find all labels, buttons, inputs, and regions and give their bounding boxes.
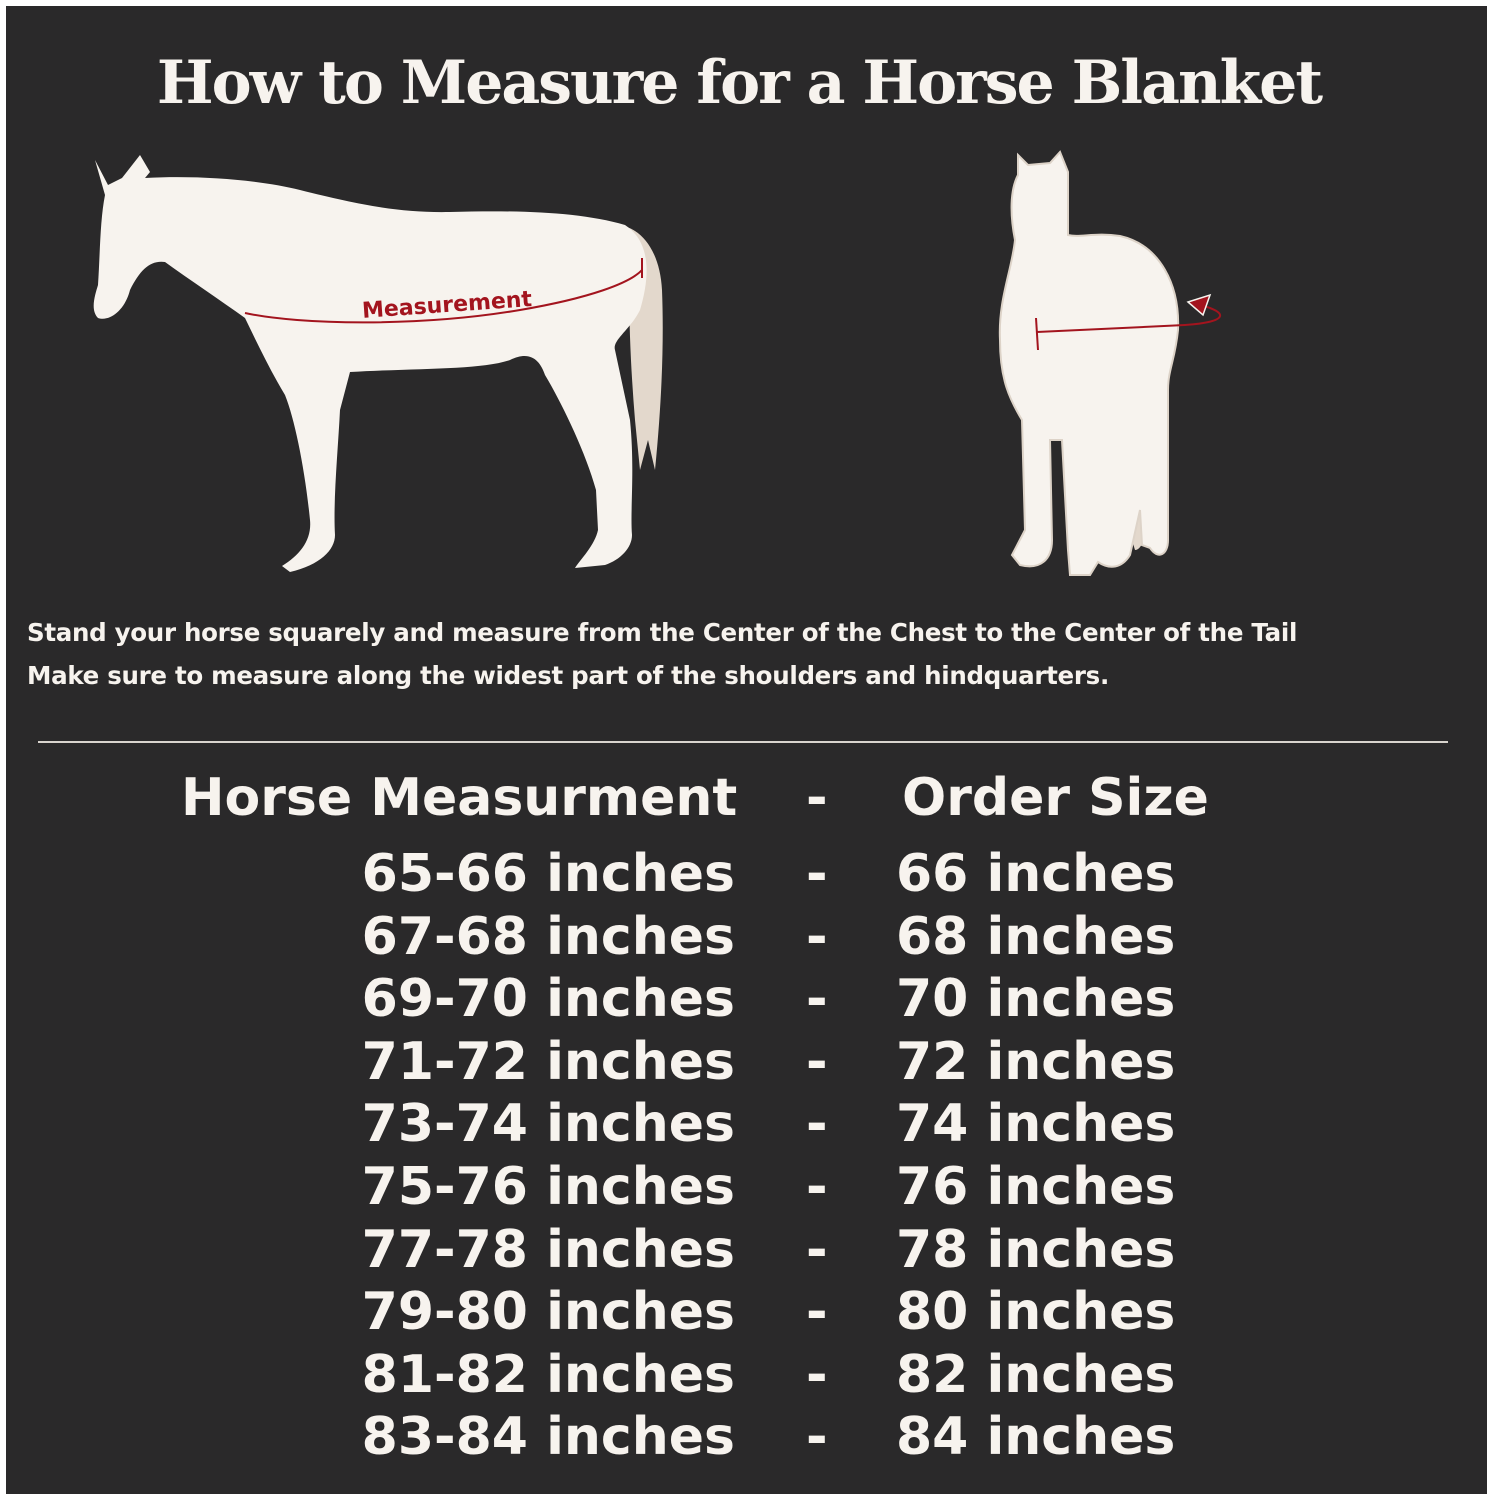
order-size-cell: 66 inches — [896, 844, 1176, 904]
separator-cell: - — [806, 906, 828, 967]
order-size-cell: 76 inches — [896, 1157, 1176, 1217]
separator-cell: - — [806, 1282, 828, 1343]
table-row: 69-70 inches - 70 inches — [6, 969, 1487, 1031]
separator-cell: - — [806, 1219, 828, 1280]
table-row: 83-84 inches - 84 inches — [6, 1407, 1487, 1469]
horse-diagrams: Measurement — [93, 150, 1221, 576]
separator-cell: - — [806, 1344, 828, 1405]
separator-cell: - — [806, 1407, 828, 1468]
table-row: 81-82 inches - 82 inches — [6, 1345, 1487, 1407]
instruction-line-2: Make sure to measure along the widest pa… — [27, 661, 1109, 690]
order-size-cell: 68 inches — [896, 906, 1176, 967]
front-view-horse — [998, 150, 1180, 576]
measurement-cell: 69-70 inches — [361, 969, 735, 1030]
separator-cell: - — [806, 969, 828, 1030]
separator-cell: - — [806, 1031, 828, 1092]
page-title: How to Measure for a Horse Blanket — [156, 48, 1323, 118]
measurement-cell: 65-66 inches — [361, 844, 735, 904]
table-row: 67-68 inches - 68 inches — [6, 907, 1487, 969]
measurement-cell: 67-68 inches — [361, 906, 735, 967]
measurement-cell: 79-80 inches — [361, 1282, 735, 1343]
side-horse-tail — [615, 225, 663, 470]
order-size-cell: 80 inches — [896, 1282, 1176, 1343]
order-size-cell: 70 inches — [896, 969, 1176, 1030]
separator-cell: - — [806, 844, 828, 904]
table-row: 77-78 inches - 78 inches — [6, 1220, 1487, 1282]
arrow-head-icon — [1186, 293, 1212, 317]
order-size-cell: 84 inches — [896, 1407, 1176, 1468]
order-size-cell: 72 inches — [896, 1031, 1176, 1092]
order-size-cell: 82 inches — [896, 1344, 1176, 1405]
separator-cell: - — [806, 1094, 828, 1155]
front-measurement-line — [1035, 304, 1221, 351]
header-horse-measurement: Horse Measurment — [181, 768, 738, 828]
header-order-size: Order Size — [902, 768, 1209, 828]
infographic-panel: How to Measure for a Horse Blanket Measu… — [6, 6, 1487, 1494]
side-view-horse — [93, 155, 663, 572]
divider — [38, 741, 1448, 743]
separator-cell: - — [806, 1157, 828, 1217]
table-row: 75-76 inches - 76 inches — [6, 1157, 1487, 1219]
side-horse-body — [93, 155, 647, 572]
side-measurement-line — [244, 258, 643, 324]
measurement-cell: 75-76 inches — [361, 1157, 735, 1217]
front-horse-body — [998, 150, 1180, 576]
table-row: 73-74 inches - 74 inches — [6, 1094, 1487, 1156]
table-row: 71-72 inches - 72 inches — [6, 1032, 1487, 1094]
order-size-cell: 78 inches — [896, 1219, 1176, 1280]
measurement-cell: 73-74 inches — [361, 1094, 735, 1155]
measurement-cell: 77-78 inches — [361, 1219, 735, 1280]
header-separator: - — [806, 768, 828, 828]
order-size-cell: 74 inches — [896, 1094, 1176, 1155]
measurement-cell: 71-72 inches — [361, 1031, 735, 1092]
table-row: 79-80 inches - 80 inches — [6, 1282, 1487, 1344]
instruction-line-1: Stand your horse squarely and measure fr… — [27, 618, 1298, 647]
measurement-cell: 81-82 inches — [361, 1344, 735, 1405]
table-row: 65-66 inches - 66 inches — [6, 844, 1487, 906]
measurement-cell: 83-84 inches — [361, 1407, 735, 1468]
